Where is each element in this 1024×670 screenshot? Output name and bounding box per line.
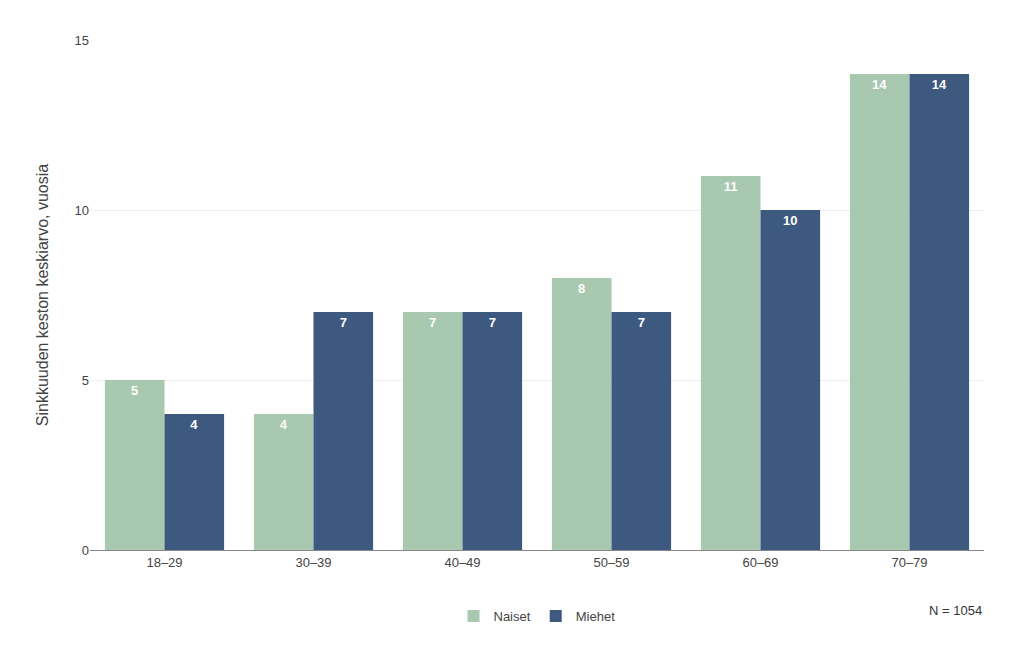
svg-text:7: 7: [489, 315, 496, 330]
svg-text:15: 15: [75, 33, 89, 48]
svg-text:7: 7: [638, 315, 645, 330]
svg-text:14: 14: [872, 77, 887, 92]
svg-text:18–29: 18–29: [146, 555, 182, 570]
svg-text:14: 14: [932, 77, 947, 92]
svg-text:Sinkkuuden keston keskiarvo, v: Sinkkuuden keston keskiarvo, vuosia: [34, 164, 51, 426]
svg-text:5: 5: [131, 383, 138, 398]
svg-text:8: 8: [578, 281, 585, 296]
svg-text:5: 5: [82, 373, 89, 388]
svg-text:10: 10: [783, 213, 797, 228]
svg-text:4: 4: [190, 417, 198, 432]
svg-text:50–59: 50–59: [593, 555, 629, 570]
svg-text:40–49: 40–49: [444, 555, 480, 570]
svg-text:10: 10: [75, 203, 89, 218]
svg-text:Naiset: Naiset: [494, 609, 531, 624]
svg-text:N = 1054: N = 1054: [929, 603, 982, 618]
svg-text:7: 7: [429, 315, 436, 330]
svg-text:60–69: 60–69: [742, 555, 778, 570]
svg-text:4: 4: [280, 417, 288, 432]
svg-text:7: 7: [340, 315, 347, 330]
svg-text:Miehet: Miehet: [576, 609, 615, 624]
svg-text:30–39: 30–39: [295, 555, 331, 570]
svg-text:11: 11: [724, 179, 738, 194]
svg-text:0: 0: [82, 543, 89, 558]
svg-text:70–79: 70–79: [891, 555, 927, 570]
